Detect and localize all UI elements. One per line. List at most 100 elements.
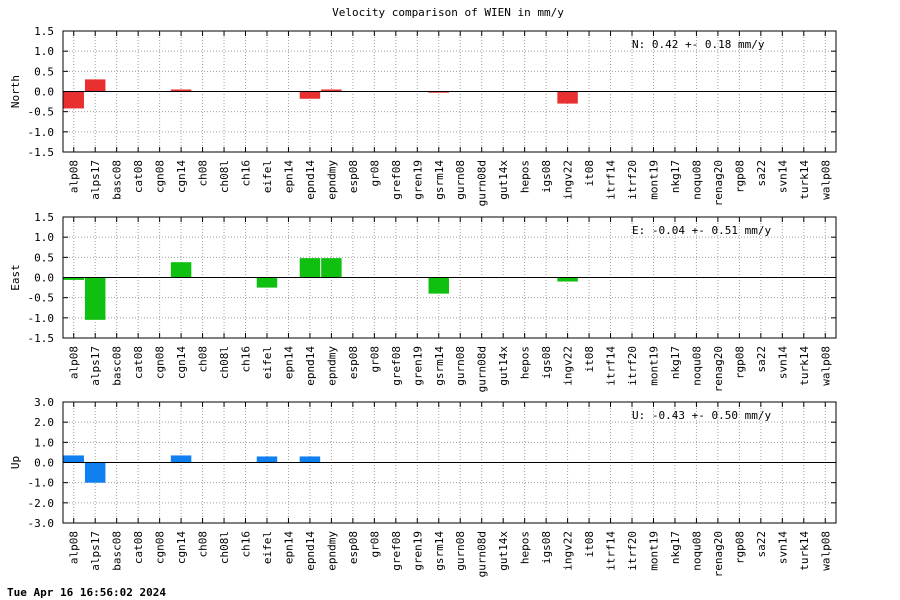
panel-north: 1.5 1.0 0.5 0.0 -0.5 -1.0 -1.5 N: 0.42 +- 0.18 … xyxy=(9,25,837,206)
x-tick-label: gren19 xyxy=(411,531,424,571)
x-tick-label: svn14 xyxy=(776,346,789,379)
stats-annotation: E: -0.04 +- 0.51 mm/y xyxy=(632,224,771,237)
bar-gsrm14 xyxy=(428,277,449,294)
bar-eifel xyxy=(256,277,278,288)
y-tick-label: 1.0 xyxy=(34,436,54,449)
stats-annotation: N: 0.42 +- 0.18 mm/y xyxy=(632,38,765,51)
x-tick-label: noqu08 xyxy=(690,531,703,571)
x-tick-label: itrf14 xyxy=(605,160,618,200)
x-tick-label: gsrm14 xyxy=(433,160,446,200)
x-tick-label: gurn08 xyxy=(454,346,467,386)
bar-epnd14 xyxy=(299,258,321,278)
x-tick-label: it08 xyxy=(583,531,596,558)
panel-east: 1.5 1.0 0.5 0.0 -0.5 -1.0 -1.5 E: -0.04 +- 0.51… xyxy=(9,211,837,392)
x-tick-label: hepos xyxy=(519,160,532,193)
x-tick-label: gsrm14 xyxy=(433,346,446,386)
y-tick-label: -0.5 xyxy=(28,292,55,305)
x-tick-label: gref08 xyxy=(390,160,403,200)
y-tick-label: -1.5 xyxy=(28,146,55,159)
x-tick-label: sa22 xyxy=(755,160,768,187)
x-tick-label: rgp08 xyxy=(733,346,746,379)
x-tick-label: alp08 xyxy=(68,531,81,564)
x-tick-label: turk14 xyxy=(798,531,811,571)
bar-epndmy xyxy=(321,258,342,278)
y-tick-label: 0.5 xyxy=(34,65,54,78)
x-tick-label: alps17 xyxy=(89,531,102,571)
x-tick-label: ch08l xyxy=(218,531,231,564)
x-tick-label: epn14 xyxy=(282,160,295,193)
bar-cgn14 xyxy=(170,89,192,92)
x-tick-label: epn14 xyxy=(282,531,295,564)
x-tick-label: turk14 xyxy=(798,160,811,200)
x-tick-label: nkg17 xyxy=(669,160,682,193)
x-tick-label: ch08l xyxy=(218,160,231,193)
x-tick-label: ingv22 xyxy=(562,160,575,200)
y-tick-label: 1.0 xyxy=(34,45,54,58)
x-tick-label: epnd14 xyxy=(304,531,317,571)
x-tick-label: sa22 xyxy=(755,531,768,558)
y-tick-label: -2.0 xyxy=(28,497,55,510)
x-tick-label: igs08 xyxy=(540,346,553,379)
x-tick-label: mont19 xyxy=(647,531,660,571)
x-tick-label: itrf20 xyxy=(626,160,639,200)
x-tick-label: rgp08 xyxy=(733,531,746,564)
x-tick-label: cgn14 xyxy=(175,346,188,379)
x-tick-label: eifel xyxy=(261,531,274,564)
x-tick-label: epndmy xyxy=(325,346,338,386)
y-tick-label: 1.0 xyxy=(34,231,54,244)
x-tick-label: basc08 xyxy=(111,346,124,386)
x-tick-label: esp08 xyxy=(347,160,360,193)
x-tick-label: esp08 xyxy=(347,346,360,379)
y-tick-label: -1.0 xyxy=(28,126,55,139)
x-tick-label: it08 xyxy=(583,346,596,373)
x-tick-label: gr08 xyxy=(368,346,381,373)
x-tick-label: ch16 xyxy=(240,346,253,373)
panel-up: 3.0 2.0 1.0 0.0 -1.0 -2.0 -3.0 U: -0.43 +- 0.50… xyxy=(9,396,837,577)
x-tick-label: epn14 xyxy=(282,346,295,379)
y-tick-label: -1.0 xyxy=(28,477,55,490)
x-tick-label: ch08 xyxy=(197,346,210,373)
x-tick-label: gren19 xyxy=(411,160,424,200)
timestamp-footer: Tue Apr 16 16:56:02 2024 xyxy=(7,586,166,599)
x-tick-label: gurn08 xyxy=(454,531,467,571)
x-tick-label: hepos xyxy=(519,346,532,379)
x-tick-label: walp08 xyxy=(819,160,832,200)
y-tick-label: 0.0 xyxy=(34,272,54,285)
x-tick-label: ch08 xyxy=(197,160,210,187)
x-tick-label: esp08 xyxy=(347,531,360,564)
bar-epnd14 xyxy=(299,456,321,463)
x-tick-label: svn14 xyxy=(776,531,789,564)
x-tick-label: gurn08d xyxy=(476,531,489,577)
bar-cgn14 xyxy=(170,262,192,278)
x-tick-label: ch08 xyxy=(197,531,210,558)
x-tick-label: ingv22 xyxy=(562,346,575,386)
x-tick-label: itrf14 xyxy=(605,531,618,571)
y-tick-label: -0.5 xyxy=(28,106,55,119)
x-tick-label: gref08 xyxy=(390,531,403,571)
x-tick-label: renag20 xyxy=(712,160,725,206)
bar-epndmy xyxy=(321,89,342,92)
x-tick-label: noqu08 xyxy=(690,346,703,386)
y-tick-label: 1.5 xyxy=(34,211,54,224)
x-tick-label: renag20 xyxy=(712,346,725,392)
bar-alps17 xyxy=(84,79,106,92)
x-tick-label: rgp08 xyxy=(733,160,746,193)
x-tick-label: turk14 xyxy=(798,346,811,386)
bar-ingv22 xyxy=(557,277,578,282)
x-tick-label: eifel xyxy=(261,346,274,379)
x-tick-label: walp08 xyxy=(819,531,832,571)
x-tick-label: nkg17 xyxy=(669,531,682,564)
x-tick-label: basc08 xyxy=(111,160,124,200)
x-tick-label: cgn08 xyxy=(154,160,167,193)
x-tick-label: alps17 xyxy=(89,160,102,200)
chart-title: Velocity comparison of WIEN in mm/y xyxy=(332,6,564,19)
x-tick-label: gut14x xyxy=(497,531,510,571)
x-tick-label: cgn14 xyxy=(175,160,188,193)
x-tick-label: cgn14 xyxy=(175,531,188,564)
bar-epnd14 xyxy=(299,91,321,99)
y-tick-label: 0.0 xyxy=(34,457,54,470)
x-tick-label: ch16 xyxy=(240,160,253,187)
bar-alp08 xyxy=(63,455,84,463)
bar-ingv22 xyxy=(557,91,578,104)
y-tick-label: -1.5 xyxy=(28,332,55,345)
